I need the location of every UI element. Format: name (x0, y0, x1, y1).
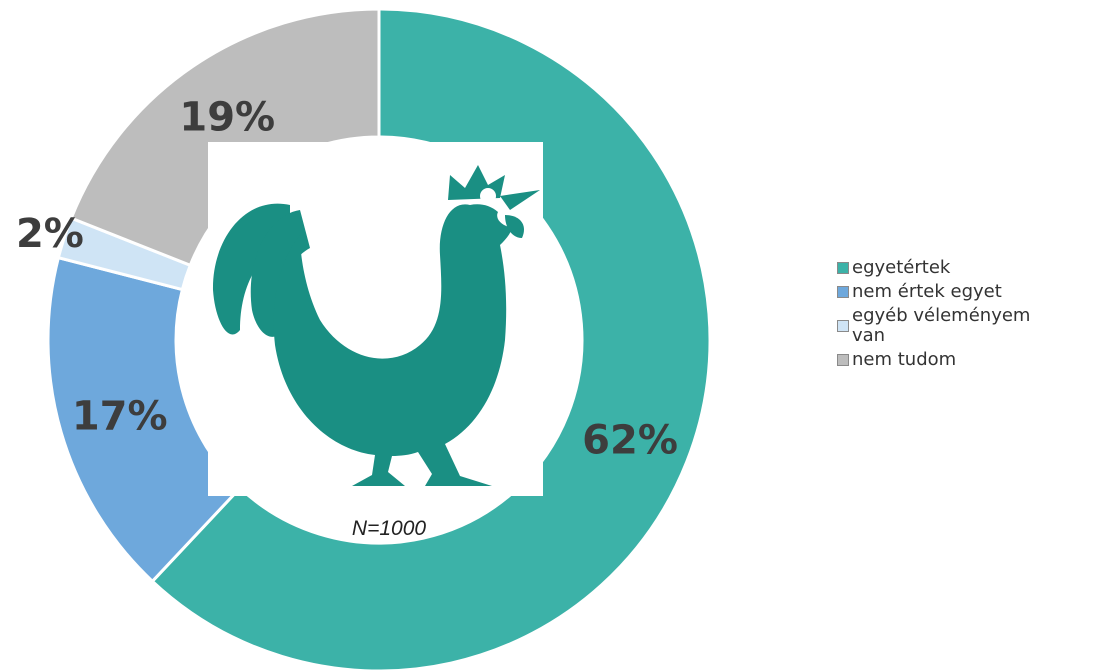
legend-item-0: egyetértek (837, 258, 1087, 278)
legend-item-1: nem értek egyet (837, 282, 1087, 302)
slice-label-2: 2% (16, 211, 84, 257)
center-icon-group (208, 142, 543, 496)
legend-swatch-1 (837, 286, 849, 298)
slice-1 (46, 255, 243, 584)
legend-swatch-3 (837, 354, 849, 366)
slice-labels: 62% 17% 2% 19% (16, 95, 678, 464)
sample-size-annotation: N=1000 (351, 517, 427, 540)
slice-label-3: 19% (179, 95, 275, 141)
donut-slices (46, 7, 712, 672)
legend-label-3: nem tudom (852, 349, 957, 370)
legend-label-1: nem értek egyet (852, 281, 1002, 302)
legend-swatch-2 (837, 320, 849, 332)
legend-label-2: egyéb véleményem van (852, 305, 1031, 346)
slice-0 (150, 7, 712, 672)
legend: egyetértek nem értek egyet egyéb véleménye… (837, 258, 1087, 374)
legend-swatch-0 (837, 262, 849, 274)
slice-label-1: 17% (72, 393, 168, 439)
rooster-eye (480, 188, 496, 204)
legend-item-3: nem tudom (837, 350, 1087, 370)
legend-item-2: egyéb véleményem van (837, 306, 1087, 346)
legend-label-0: egyetértek (852, 257, 951, 278)
rooster-icon (212, 165, 540, 486)
slice-label-0: 62% (582, 417, 678, 463)
